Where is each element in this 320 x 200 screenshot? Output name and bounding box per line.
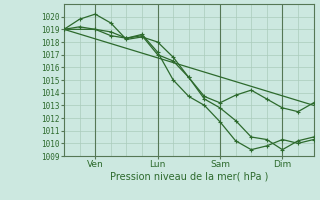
X-axis label: Pression niveau de la mer( hPa ): Pression niveau de la mer( hPa ) (110, 172, 268, 182)
